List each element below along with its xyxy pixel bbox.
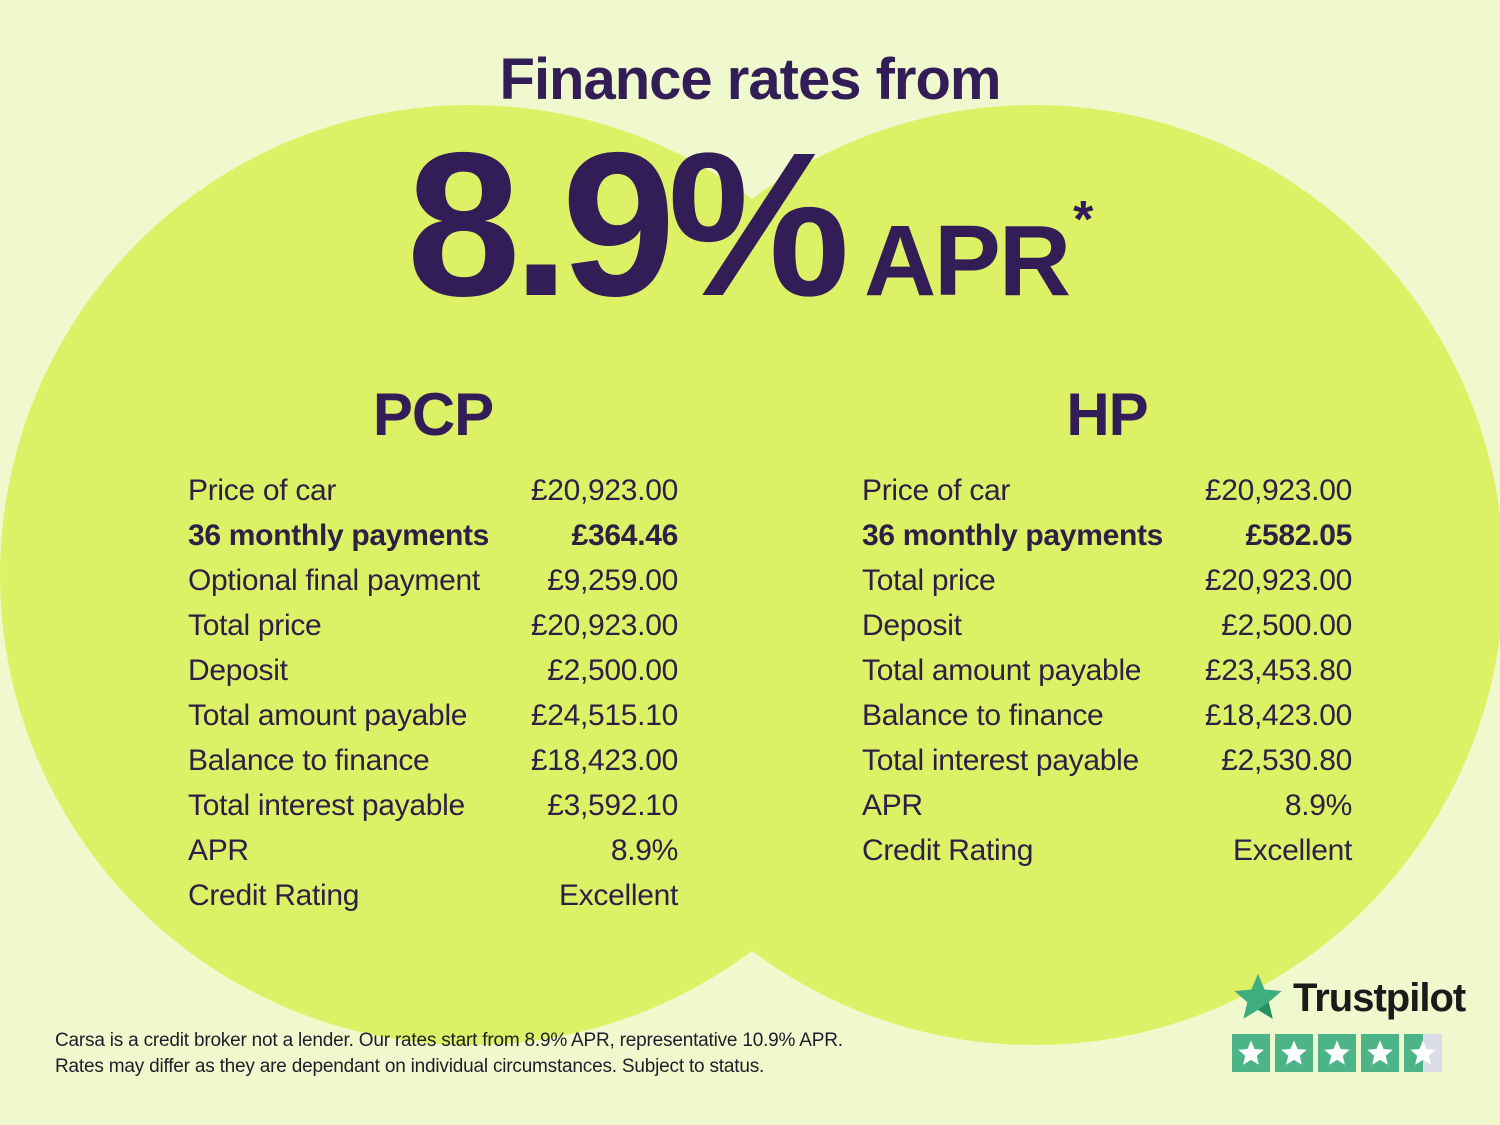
table-row-label: Total price bbox=[188, 609, 322, 642]
trustpilot-star-box bbox=[1318, 1034, 1356, 1072]
table-row-value: £20,923.00 bbox=[1204, 474, 1352, 507]
table-row-label: Total amount payable bbox=[188, 699, 468, 732]
table-row-value: £24,515.10 bbox=[530, 699, 678, 732]
table-row-label: Deposit bbox=[188, 654, 288, 687]
disclaimer: Carsa is a credit broker not a lender. O… bbox=[55, 1028, 843, 1080]
table-row-label: Price of car bbox=[862, 474, 1011, 507]
disclaimer-line-2: Rates may differ as they are dependant o… bbox=[55, 1056, 765, 1077]
trustpilot-stars bbox=[1232, 1034, 1465, 1072]
rate-unit: APR bbox=[863, 205, 1071, 317]
hp-rows: Price of car £20,923.00 36 monthly payme… bbox=[862, 468, 1352, 873]
table-row-value: £20,923.00 bbox=[530, 474, 678, 507]
table-row-label: Balance to finance bbox=[862, 699, 1104, 732]
table-row-label: Balance to finance bbox=[188, 744, 430, 777]
table-row-value: £364.46 bbox=[571, 519, 679, 552]
table-row-label: Price of car bbox=[188, 474, 337, 507]
trustpilot-badge: Trustpilot bbox=[1232, 973, 1466, 1072]
table-row-value: £582.05 bbox=[1245, 519, 1353, 552]
table-row-label: 36 monthly payments bbox=[188, 519, 490, 552]
disclaimer-line-1: Carsa is a credit broker not a lender. O… bbox=[55, 1030, 843, 1051]
trustpilot-star-icon bbox=[1232, 973, 1284, 1023]
headline-rate: 8.9% APR * bbox=[0, 122, 1500, 327]
table-row-value: £2,500.00 bbox=[1221, 609, 1352, 642]
table-row-value: £2,500.00 bbox=[547, 654, 678, 687]
table-row-label: Total interest payable bbox=[862, 744, 1139, 777]
table-row-value: £18,423.00 bbox=[530, 744, 678, 777]
table-row-value: £2,530.80 bbox=[1221, 744, 1352, 777]
page-title: Finance rates from bbox=[499, 47, 1002, 112]
table-row-label: Credit Rating bbox=[188, 879, 360, 912]
rate-footnote-marker: * bbox=[1073, 191, 1094, 249]
table-row-label: Optional final payment bbox=[188, 564, 480, 597]
table-row-label: 36 monthly payments bbox=[862, 519, 1164, 552]
table-row-label: APR bbox=[188, 834, 249, 867]
pcp-table: PCP Price of car £20,923.00 36 monthly p… bbox=[188, 385, 678, 918]
pcp-title: PCP bbox=[372, 381, 494, 448]
table-row-value: £3,592.10 bbox=[547, 789, 678, 822]
rate-value: 8.9% bbox=[406, 110, 850, 339]
table-row-label: Total amount payable bbox=[862, 654, 1142, 687]
hp-table: HP Price of car £20,923.00 36 monthly pa… bbox=[862, 385, 1352, 873]
trustpilot-star-box bbox=[1232, 1034, 1270, 1072]
table-row-label: Total interest payable bbox=[188, 789, 465, 822]
hp-title: HP bbox=[1066, 381, 1148, 448]
trustpilot-star-box bbox=[1361, 1034, 1399, 1072]
table-row-label: Credit Rating bbox=[862, 834, 1034, 867]
trustpilot-star-box bbox=[1275, 1034, 1313, 1072]
table-row-value: £9,259.00 bbox=[547, 564, 678, 597]
table-row-value: Excellent bbox=[558, 879, 678, 912]
table-row-value: £23,453.80 bbox=[1204, 654, 1352, 687]
table-row-label: APR bbox=[862, 789, 923, 822]
table-row-value: 8.9% bbox=[610, 834, 678, 867]
table-row-value: £20,923.00 bbox=[530, 609, 678, 642]
table-row-label: Deposit bbox=[862, 609, 962, 642]
trustpilot-logo: Trustpilot bbox=[1232, 973, 1466, 1023]
pcp-rows: Price of car £20,923.00 36 monthly payme… bbox=[188, 468, 678, 918]
table-row-value: £20,923.00 bbox=[1204, 564, 1352, 597]
table-row-label: Total price bbox=[862, 564, 996, 597]
table-row-value: 8.9% bbox=[1284, 789, 1352, 822]
table-row-value: Excellent bbox=[1232, 834, 1352, 867]
table-row-value: £18,423.00 bbox=[1204, 699, 1352, 732]
background-circle-right bbox=[564, 105, 1500, 1045]
trustpilot-brand-text: Trustpilot bbox=[1293, 975, 1466, 1020]
trustpilot-star-box bbox=[1404, 1034, 1442, 1072]
